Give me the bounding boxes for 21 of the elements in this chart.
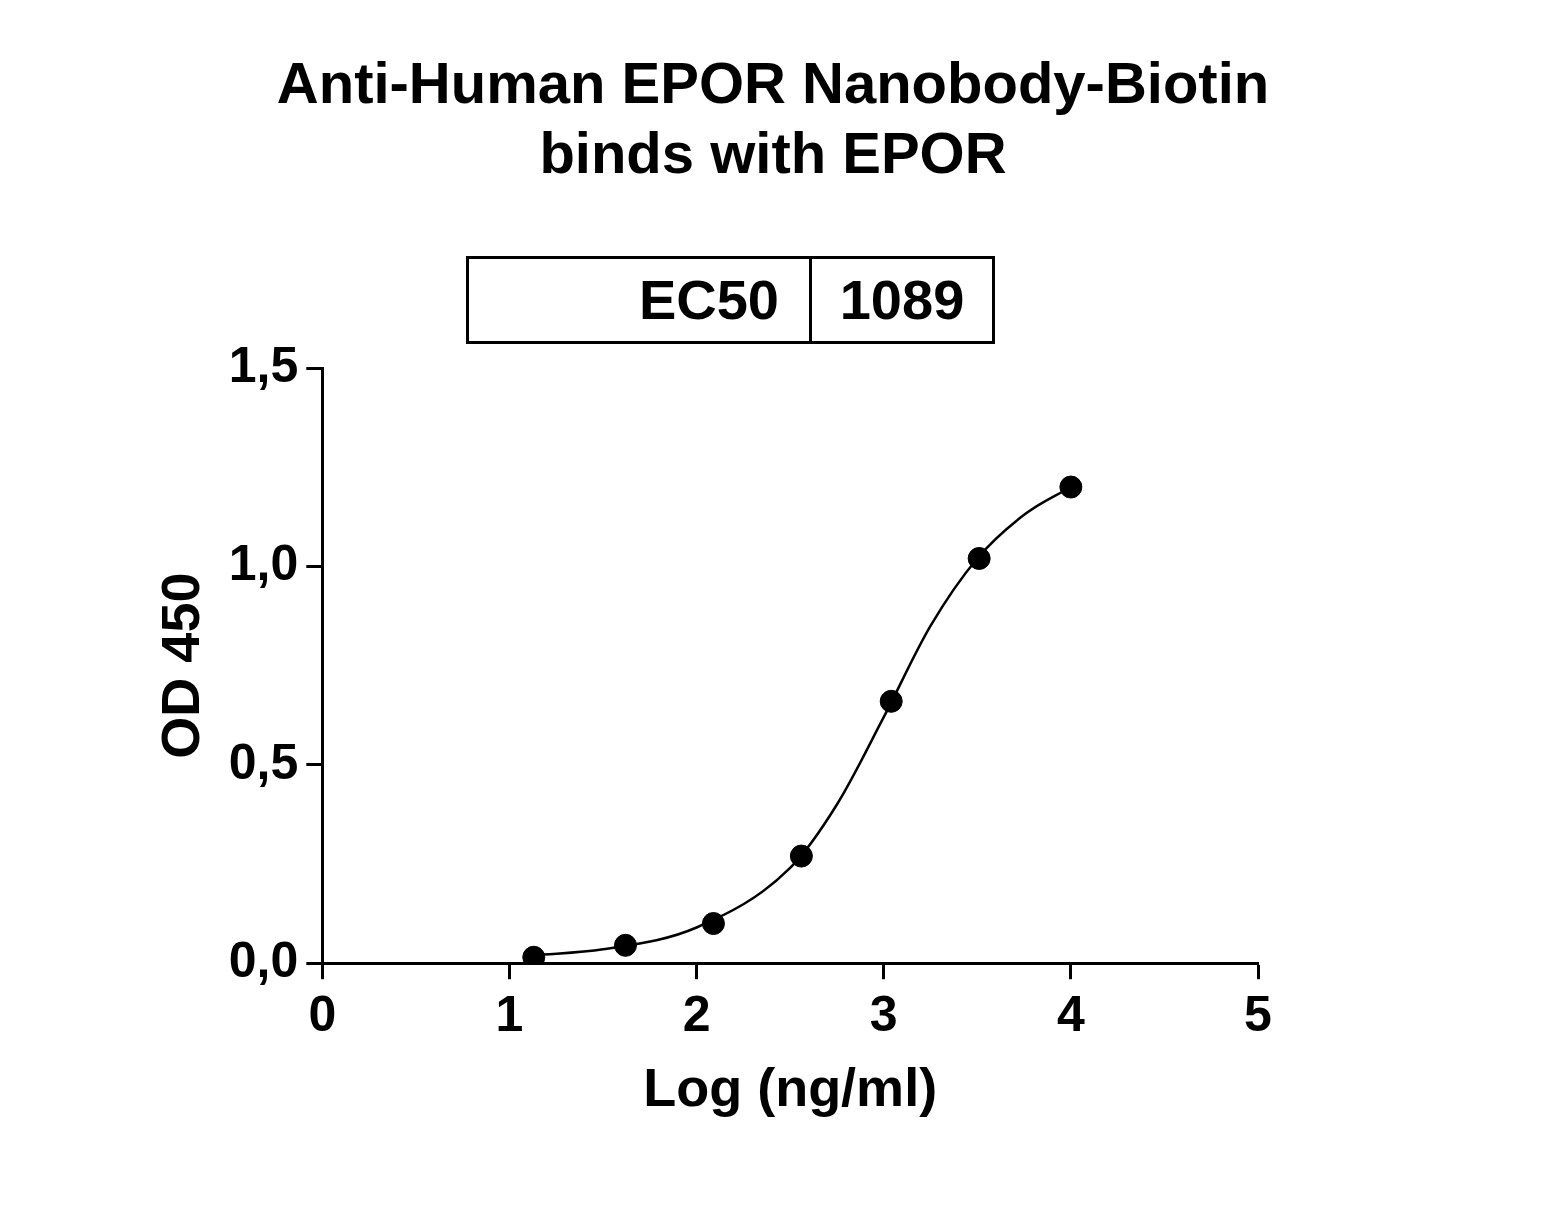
point (1059, 475, 1083, 499)
text: 1089 (838, 267, 966, 333)
x-tick-label: 0 (308, 985, 337, 1042)
point (879, 689, 903, 713)
x-tick-label: 5 (1244, 985, 1272, 1042)
x-tick-label: 2 (682, 985, 711, 1042)
y-tick-label: 0,5 (228, 733, 299, 790)
y-tick-label: 0,0 (228, 931, 299, 988)
x-tick-label: 4 (1056, 985, 1085, 1042)
y-tick-label: 1,0 (228, 535, 299, 592)
point (701, 912, 725, 936)
x-tick-label: 1 (495, 985, 524, 1042)
point (967, 546, 991, 570)
y-tick-label: 1,5 (228, 336, 299, 393)
y-axis-title: OD 450 (150, 572, 211, 759)
point (613, 933, 637, 957)
x-tick-label: 3 (869, 985, 898, 1042)
x-axis-title: Log (ng/ml) (643, 1057, 938, 1118)
point (789, 844, 813, 868)
chart-title: Anti-Human EPOR Nanobody-Biotin binds with EPOR (275, 49, 1271, 187)
text: EC50 (469, 259, 812, 341)
